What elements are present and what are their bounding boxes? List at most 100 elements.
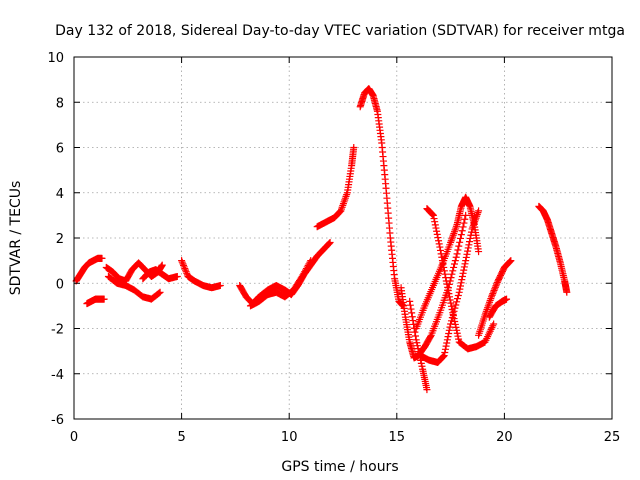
data-point (298, 272, 306, 280)
interpolated-point (412, 332, 420, 340)
interpolated-point (458, 276, 466, 284)
data-point (350, 144, 358, 151)
interpolated-point (325, 240, 333, 248)
series-arc-15 (423, 205, 498, 353)
interpolated-point (462, 253, 470, 261)
interpolated-point (432, 224, 440, 232)
interpolated-point (297, 274, 305, 282)
interpolated-point (182, 268, 190, 276)
interpolated-point (454, 332, 462, 340)
interpolated-point (456, 234, 464, 242)
series-arc-4 (104, 272, 164, 303)
interpolated-point (406, 301, 414, 309)
data-point (462, 257, 470, 265)
interpolated-point (431, 218, 439, 226)
interpolated-point (439, 352, 447, 360)
interpolated-point (435, 237, 443, 245)
data-point (173, 272, 181, 280)
series-arc-9 (313, 144, 358, 231)
data-point (475, 207, 483, 215)
interpolated-point (446, 293, 454, 301)
series-arc-2 (83, 295, 108, 308)
interpolated-point (458, 272, 466, 280)
interpolated-point (506, 257, 514, 265)
interpolated-point (433, 227, 441, 235)
interpolated-point (460, 219, 468, 227)
interpolated-point (301, 268, 309, 276)
interpolated-point (300, 269, 308, 277)
data-point (563, 288, 571, 296)
interpolated-point (457, 231, 465, 239)
interpolated-point (154, 290, 162, 298)
interpolated-point (449, 267, 457, 275)
interpolated-point (302, 266, 310, 274)
interpolated-point (435, 240, 443, 248)
interpolated-point (448, 305, 456, 313)
interpolated-point (456, 285, 464, 293)
x-tick-label: 20 (496, 430, 513, 445)
interpolated-point (443, 280, 451, 288)
interpolated-point (440, 267, 448, 275)
data-point (475, 248, 483, 256)
interpolated-point (415, 348, 423, 356)
interpolated-point (451, 320, 459, 328)
interpolated-point (447, 302, 455, 310)
interpolated-point (461, 260, 469, 268)
data-point (490, 320, 498, 328)
interpolated-point (467, 231, 475, 239)
interpolated-point (457, 279, 465, 287)
interpolated-point (430, 215, 438, 223)
x-tick-label: 0 (70, 430, 78, 445)
interpolated-point (467, 228, 475, 236)
interpolated-point (453, 329, 461, 337)
interpolated-point (459, 269, 467, 277)
interpolated-point (450, 263, 458, 271)
y-tick-label: -2 (51, 323, 64, 338)
interpolated-point (180, 263, 188, 271)
interpolated-point (408, 313, 416, 321)
data-point (158, 261, 166, 269)
series-arc-14 (416, 207, 483, 366)
data-point (449, 309, 457, 317)
interpolated-point (451, 257, 459, 265)
interpolated-point (302, 265, 310, 273)
interpolated-point (460, 263, 468, 271)
x-tick-label: 10 (281, 430, 298, 445)
series-arc-8 (246, 257, 315, 310)
interpolated-point (464, 247, 472, 255)
y-tick-label: -6 (51, 413, 64, 428)
data-point (326, 239, 334, 247)
x-tick-label: 25 (604, 430, 621, 445)
interpolated-point (490, 286, 498, 294)
interpolated-point (460, 266, 468, 274)
interpolated-point (463, 250, 471, 258)
interpolated-point (456, 282, 464, 290)
data-point (406, 297, 414, 305)
interpolated-point (434, 234, 442, 242)
interpolated-point (445, 290, 453, 298)
data-point (487, 293, 495, 301)
interpolated-point (450, 260, 458, 268)
interpolated-point (438, 257, 446, 265)
interpolated-point (441, 345, 449, 353)
series-arc-13 (412, 193, 483, 332)
series-arc-10 (356, 85, 407, 310)
interpolated-point (453, 326, 461, 334)
interpolated-point (447, 299, 455, 307)
data-points (72, 85, 571, 394)
interpolated-point (446, 296, 454, 304)
data-point (216, 282, 224, 290)
grid (74, 57, 612, 419)
interpolated-point (437, 250, 445, 258)
interpolated-point (454, 246, 462, 254)
y-tick-label: 2 (56, 232, 64, 247)
interpolated-point (455, 335, 463, 343)
y-tick-label: -4 (51, 368, 64, 383)
data-point (507, 257, 515, 265)
interpolated-point (438, 253, 446, 261)
interpolated-point (325, 239, 333, 247)
ticks: 0 5 10 15 20 25 -6 -4 -2 0 2 4 6 8 10 (47, 51, 620, 445)
interpolated-point (303, 263, 311, 271)
interpolated-point (493, 280, 501, 288)
interpolated-point (445, 329, 453, 337)
